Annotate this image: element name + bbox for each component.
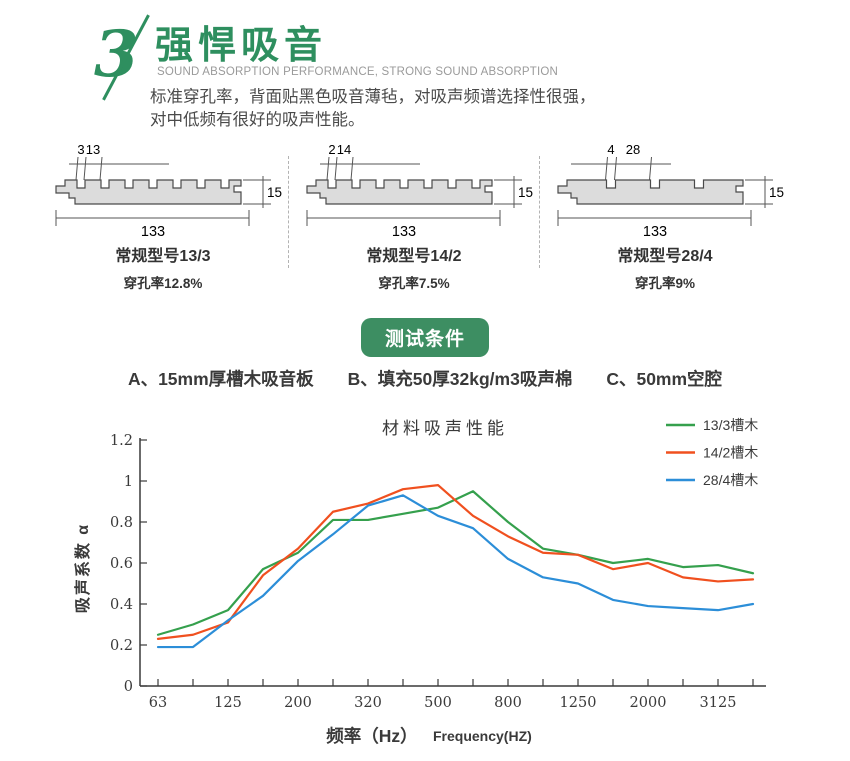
series-line-2 [156,494,755,649]
x-tick-label: 200 [284,695,312,711]
thickness-dimension: 15 [267,185,282,200]
panel-profile [55,179,242,205]
width-dimension: 133 [392,224,416,240]
absorption-line-chart: 材料吸声性能 0 0.2 0.4 0.6 0.8 1 1.2 63 125 200 320 500 800… [73,417,766,746]
test-conditions-list: A、15mm厚槽木吸音板 B、填充50厚32kg/m3吸声棉 C、50mm空腔 [0,366,850,391]
top-dim-tick [334,156,338,181]
top-dim-tick [75,156,79,181]
x-tick-label: 63 [149,695,167,711]
legend-label-0: 13/3槽木 [703,417,758,433]
panel-cross-section-13-3-drawing: 3 13 15 133 [55,142,282,240]
pitch-dimension: 13 [86,142,100,157]
description-line-2: 对中低频有很好的吸声性能。 [150,111,365,129]
dashed-separator [539,156,540,268]
slot-dimension: 4 [607,142,614,157]
y-tick-label: 0 [124,679,133,695]
thickness-dimension: 15 [518,185,533,200]
width-dimension: 133 [141,224,165,240]
top-dim-tick [99,156,103,181]
perforation-label-28-4: 穿孔率9% [634,276,695,291]
condition-b: B、填充50厚32kg/m3吸声棉 [347,369,573,389]
slot-dimension: 3 [77,142,84,157]
description-line-1: 标准穿孔率，背面贴黑色吸音薄毡，对吸声频谱选择性很强， [150,88,596,106]
panel-cross-section-28-4-drawing: 4 28 15 133 [557,142,784,240]
top-dim-tick [326,156,330,181]
y-axis-label: 吸声系数 α [73,523,92,613]
x-axis-label-cn: 频率（Hz） [326,726,417,746]
slot-dimension: 2 [328,142,335,157]
legend-label-1: 14/2槽木 [703,445,758,461]
x-tick-label: 125 [214,695,242,711]
series-line-1 [156,483,755,640]
top-dim-tick [649,156,652,181]
diagram-28-4: 4 28 15 133 常规型号28/4 穿孔率9% [540,140,790,292]
chart-title: 材料吸声性能 [382,419,508,438]
model-label-14-2: 常规型号14/2 [366,248,462,265]
y-tick-label: 1.2 [110,433,133,449]
pitch-dimension: 14 [337,142,351,157]
thickness-dimension: 15 [769,185,784,200]
x-tick-label: 800 [494,695,522,711]
top-dim-tick [83,156,87,181]
panel-profile [306,179,493,205]
dashed-separator [288,156,289,268]
test-conditions-badge: 测试条件 [360,318,489,357]
x-tick-label: 320 [354,695,382,711]
top-dim-tick [350,156,354,181]
model-label-13-3: 常规型号13/3 [115,248,211,265]
section-number-logo: 3 [88,14,162,101]
panel-cross-section-14-2-drawing: 2 14 15 133 [306,142,533,240]
legend-label-2: 28/4槽木 [703,472,758,488]
condition-a: A、15mm厚槽木吸音板 [127,369,314,389]
panel-profile [557,179,744,205]
perforation-label-13-3: 穿孔率12.8% [123,276,203,291]
perforation-label-14-2: 穿孔率7.5% [378,276,450,291]
page-subtitle: SOUND ABSORPTION PERFORMANCE, STRONG SOU… [157,66,559,78]
series-line-0 [156,490,755,636]
pitch-dimension: 28 [626,142,640,157]
y-tick-label: 0.6 [110,556,133,572]
diagram-14-2: 2 14 15 133 常规型号14/2 穿孔率7.5% [289,140,539,292]
x-tick-label: 3125 [700,695,737,711]
diagram-13-3: 3 13 15 133 常规型号13/3 穿孔率12.8% [38,140,288,292]
panel-diagrams-row: 3 13 15 133 常规型号13/3 穿孔率12.8% 2 14 15 133 常规型号… [38,140,822,292]
width-dimension: 133 [643,224,667,240]
x-tick-label: 500 [424,695,452,711]
model-label-28-4: 常规型号28/4 [617,248,713,265]
x-axis-label-en: Frequency(HZ) [433,728,532,744]
y-tick-label: 1 [124,474,133,490]
top-dim-tick [605,156,608,181]
x-tick-label: 2000 [630,695,667,711]
page-title: 强悍吸音 [155,25,328,67]
top-dim-tick [614,156,617,181]
y-tick-label: 0.4 [110,597,133,613]
description: 标准穿孔率，背面贴黑色吸音薄毡，对吸声频谱选择性很强， 对中低频有很好的吸声性能… [150,86,596,132]
badge-row: 测试条件 [0,318,850,357]
y-tick-label: 0.8 [110,515,133,531]
y-tick-label: 0.2 [110,638,133,654]
section-number: 3 [94,17,139,92]
x-tick-label: 1250 [560,695,597,711]
condition-c: C、50mm空腔 [606,369,723,389]
